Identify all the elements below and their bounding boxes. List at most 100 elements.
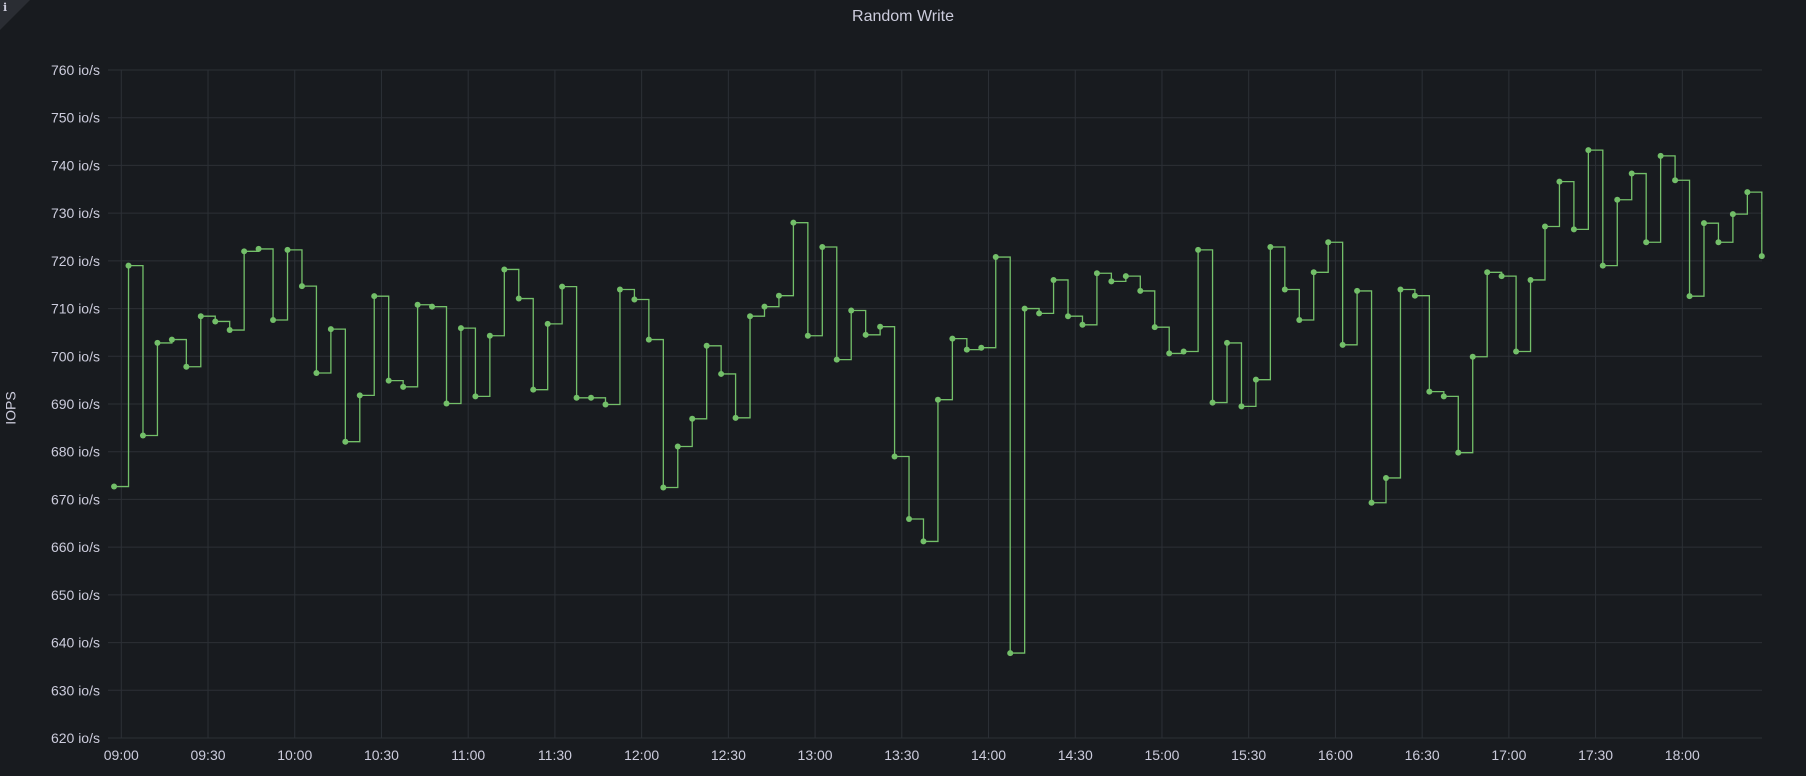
data-point [1758,253,1765,260]
data-point [1209,399,1216,406]
data-point [819,244,826,251]
data-point [212,318,219,325]
data-point [1007,650,1014,657]
x-tick-label: 11:30 [538,747,572,763]
data-point [703,342,710,349]
y-tick-label: 660 io/s [51,539,100,555]
data-point [790,219,797,226]
data-point [414,301,421,308]
data-point [1426,388,1433,395]
data-point [1195,246,1202,253]
data-point [1267,244,1274,251]
data-point [1614,196,1621,203]
data-point [1151,324,1158,331]
y-tick-label: 690 io/s [51,396,100,412]
data-point [761,303,768,310]
data-point [992,254,999,261]
data-point [732,414,739,421]
y-tick-label: 730 io/s [51,205,100,221]
data-point [1686,293,1693,300]
data-point [125,262,132,269]
data-point [1238,403,1245,410]
chart-title: Random Write [852,8,954,25]
data-point [833,356,840,363]
data-point [689,415,696,422]
y-axis-ticks: 620 io/s 630 io/s 640 io/s 650 io/s 660 io/s… [51,62,100,746]
data-point [1484,269,1491,276]
data-point [515,295,522,302]
data-point [443,400,450,407]
data-point [1354,287,1361,294]
data-point [1411,292,1418,299]
y-tick-label: 650 io/s [51,587,100,603]
panel-info-corner[interactable] [0,0,30,30]
data-point [1469,353,1476,360]
data-point [1339,341,1346,348]
data-point [1700,220,1707,227]
x-tick-label: 10:30 [364,747,399,763]
data-point [1281,286,1288,293]
data-point [1715,239,1722,246]
data-point [1397,286,1404,293]
data-point [327,326,334,333]
data-point [1599,262,1606,269]
data-point [1137,287,1144,294]
data-point [1541,223,1548,230]
data-point [544,320,551,327]
x-tick-label: 18:00 [1665,747,1700,763]
data-point [356,392,363,399]
x-tick-label: 10:00 [277,747,312,763]
y-tick-label: 710 io/s [51,301,100,317]
data-point [1252,376,1259,383]
data-point [660,484,667,491]
x-tick-label: 13:00 [798,747,833,763]
y-tick-label: 750 io/s [51,110,100,126]
data-point [1527,276,1534,283]
y-tick-label: 720 io/s [51,253,100,269]
data-point [226,327,233,334]
series-points [111,147,1765,657]
data-point [1556,178,1563,185]
y-tick-label: 740 io/s [51,157,100,173]
data-point [891,453,898,460]
info-icon[interactable]: i [3,1,8,14]
data-point [298,283,305,290]
data-point [559,283,566,290]
data-point [804,332,811,339]
data-point [616,286,623,293]
data-point [1122,273,1129,280]
data-point [963,346,970,353]
data-point [645,336,652,343]
data-point [472,393,479,400]
data-point [978,344,985,351]
data-point [371,293,378,300]
data-point [1180,348,1187,355]
data-point [1166,350,1173,357]
data-point [385,377,392,384]
x-tick-label: 13:30 [884,747,919,763]
data-point [877,323,884,330]
data-point [1383,474,1390,481]
data-point [631,296,638,303]
data-point [1643,239,1650,246]
x-tick-label: 14:30 [1058,747,1093,763]
data-point [270,317,277,324]
data-point [139,432,146,439]
data-point [1498,273,1505,280]
y-tick-label: 680 io/s [51,444,100,460]
x-tick-label: 11:00 [451,747,485,763]
data-point [429,303,436,310]
grid [108,69,1762,739]
data-point [573,394,580,401]
data-point [1672,177,1679,184]
data-point [906,515,913,522]
data-point [1325,239,1332,246]
y-tick-label: 640 io/s [51,635,100,651]
x-tick-label: 16:00 [1318,747,1353,763]
x-tick-label: 09:00 [104,747,139,763]
data-point [168,336,175,343]
x-tick-label: 15:30 [1231,747,1266,763]
data-point [1079,321,1086,328]
data-point [848,307,855,314]
